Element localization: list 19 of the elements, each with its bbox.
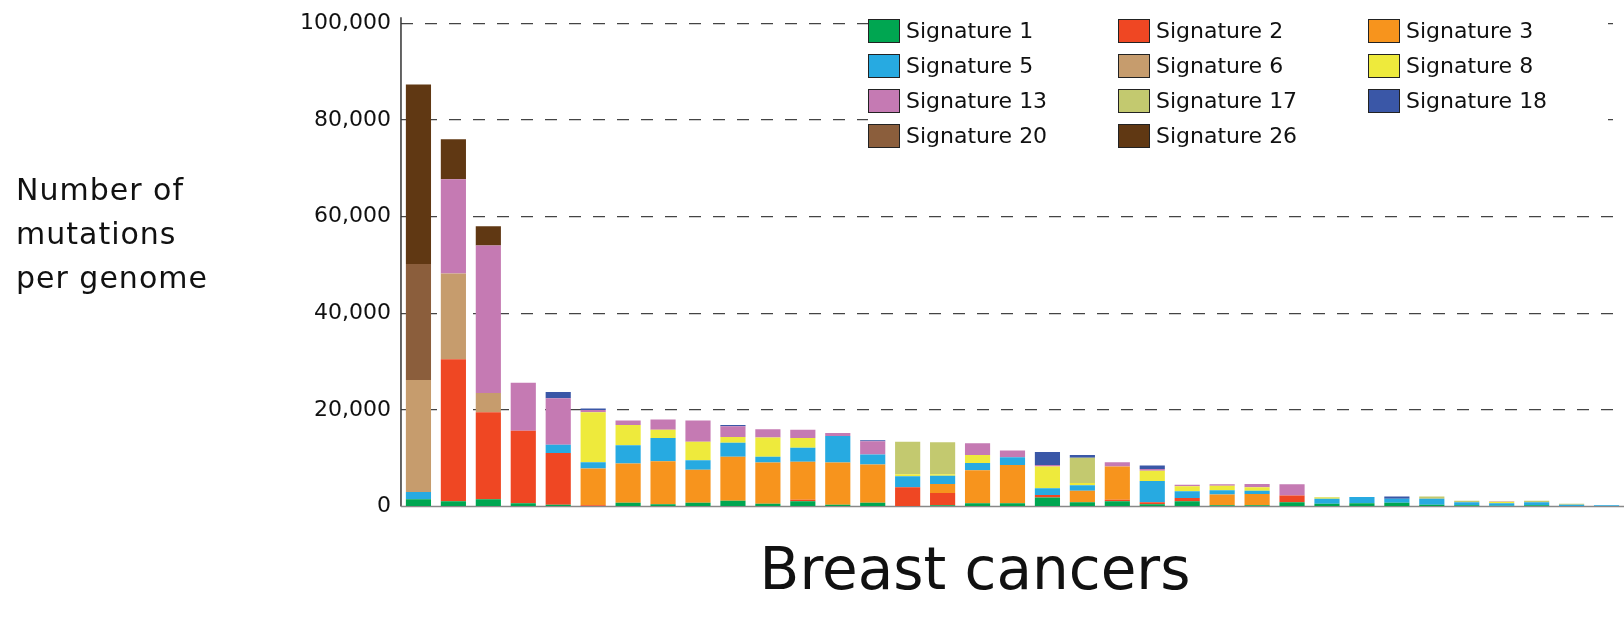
y-tick-label: 40,000 <box>313 298 391 324</box>
x-axis-title: Breast cancers <box>758 535 1192 603</box>
y-tick-label: 100,000 <box>299 8 391 34</box>
legend-label: Signature 18 <box>1406 88 1548 113</box>
legend-label: Signature 2 <box>1156 18 1284 43</box>
y-axis-title: Number of mutations per genome <box>16 171 209 297</box>
y-tick-label: 0 <box>376 492 391 518</box>
legend-label: Signature 8 <box>1406 53 1534 78</box>
legend-label: Signature 26 <box>1156 123 1298 148</box>
y-tick-label: 20,000 <box>313 395 391 421</box>
legend-label: Signature 5 <box>906 53 1034 78</box>
legend-label: Signature 1 <box>906 18 1034 43</box>
y-tick-label: 60,000 <box>313 202 391 228</box>
y-tick-label: 80,000 <box>313 105 391 131</box>
legend-label: Signature 13 <box>906 88 1048 113</box>
legend-label: Signature 3 <box>1406 18 1534 43</box>
legend-label: Signature 20 <box>906 123 1048 148</box>
legend-label: Signature 6 <box>1156 53 1284 78</box>
legend-label: Signature 17 <box>1156 88 1298 113</box>
